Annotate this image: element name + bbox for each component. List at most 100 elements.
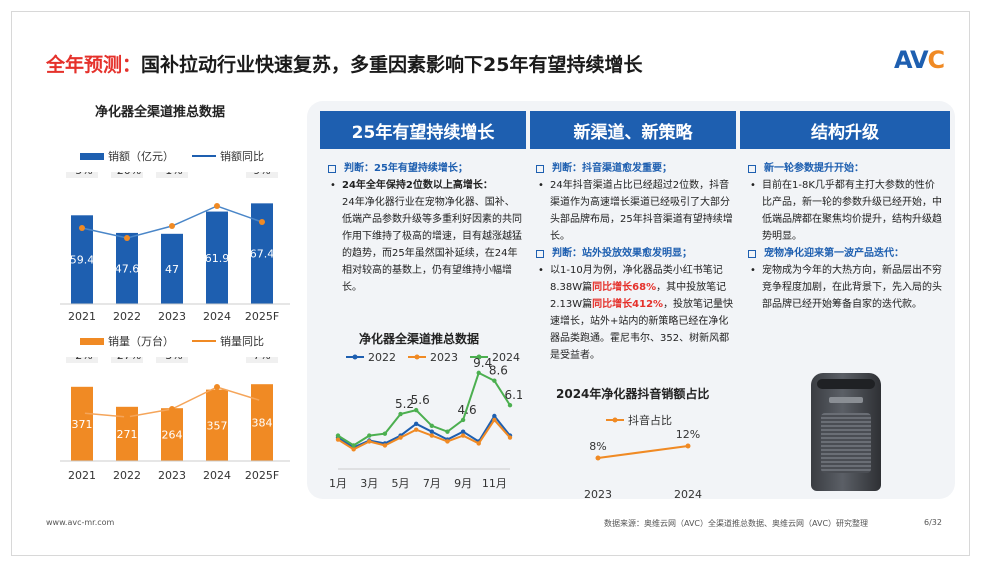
col1-bullet-heading: 24年全年保持2位数以上高增长：	[342, 180, 493, 191]
volume-bar-value: 271	[117, 428, 138, 441]
col1-bullet: 24年全年保持2位数以上高增长： 24年净化器行业在宠物净化器、国补、低端产品参数…	[328, 177, 522, 296]
volume-yoy-point	[214, 384, 220, 390]
volume-yoy-point	[169, 406, 175, 412]
sales-yoy-box	[66, 172, 98, 178]
col2-judgement-2: 判断：站外投放效果愈发明显；	[536, 245, 734, 262]
douyin-share-chart: 抖音占比 8% 2023 12% 2024	[584, 413, 702, 501]
series-point-2024	[351, 443, 356, 448]
line-legend-marker-2023	[414, 354, 420, 360]
sales-yoy-point	[124, 235, 130, 241]
legend-swatch-sales	[80, 152, 104, 160]
series-point-2023	[351, 447, 356, 452]
monthly-line-chart: 2022 2023 2024 5.25.6 4.6 9.48.6 6.1 1月 3月 5月 7月 9月…	[329, 351, 522, 490]
sales-bar-value: 47.6	[115, 262, 140, 275]
douyin-series-line	[597, 445, 689, 459]
volume-yoy-label: -2%	[71, 357, 92, 362]
line-data-label: 5.6	[411, 393, 430, 407]
volume-yoy-label: -3%	[161, 357, 182, 362]
sales-yoy-point	[214, 203, 220, 209]
sales-category-label: 2024	[203, 310, 231, 322]
line-x-tick: 7月	[423, 477, 441, 490]
series-line-2024	[337, 371, 511, 447]
volume-bar	[116, 406, 138, 461]
series-point-2022	[460, 429, 466, 434]
sales-bar	[161, 233, 183, 304]
line-data-label: 6.1	[504, 388, 522, 402]
sales-category-label: 2023	[158, 310, 186, 322]
legend-sales-bar: 销额（亿元）	[108, 150, 174, 163]
col2-judgement-1-text: 判断：抖音渠道愈发重要；	[552, 163, 672, 174]
sales-yoy-box	[246, 172, 278, 178]
series-point-2024	[382, 431, 388, 436]
series-point-2023	[429, 433, 435, 438]
volume-yoy-point	[124, 414, 130, 420]
device-top	[817, 379, 875, 389]
device-grill	[821, 413, 871, 473]
line-legend-marker-2024	[476, 354, 482, 360]
col3-bullet-1: 目前在1-8K几乎都有主打大参数的性价比产品，新一轮的参数升级已经开始，中低端品…	[748, 177, 944, 245]
series-line-2022	[337, 414, 511, 449]
col2-bullet-2: 以1-10月为例，净化器品类小红书笔记8.38W篇同比增长68%，其中投放笔记2…	[536, 262, 734, 364]
footer-url: www.avc-mr.com	[46, 518, 115, 527]
series-point-2023	[335, 437, 341, 442]
column-header-3: 结构升级	[740, 111, 950, 149]
footer-source: 数据来源：奥维云网（AVC）全渠道推总数据、奥维云网（AVC）研究整理	[604, 519, 869, 528]
volume-bar	[251, 384, 273, 461]
line-x-tick: 9月	[454, 477, 472, 490]
sales-bar	[206, 211, 228, 304]
col3-judgement-1-text: 新一轮参数提升开始：	[764, 163, 864, 174]
douyin-chart-title: 2024年净化器抖音销额占比	[556, 387, 710, 401]
volume-yoy-point	[79, 410, 85, 416]
douyin-legend-marker	[612, 417, 618, 423]
col2-bullet-1: 24年抖音渠道占比已经超过2位数，抖音渠道作为高速增长渠道已经吸引了大部分头部品…	[536, 177, 734, 245]
legend-line-sales-yoy	[192, 155, 216, 157]
logo-text-c: C	[927, 46, 946, 74]
volume-category-label: 2025F	[245, 469, 279, 482]
series-point-2023	[413, 427, 419, 432]
col2-b2-part3: ，投放笔记量快速增长，站外+站内的新策略已经在净化器品类跑通。霍尼韦尔、352、…	[550, 299, 734, 361]
sales-yoy-label: -5%	[71, 172, 92, 177]
line-x-tick: 11月	[482, 477, 507, 490]
line-legend-label: 2024	[492, 351, 520, 364]
column-2-text: 判断：抖音渠道愈发重要； 24年抖音渠道占比已经超过2位数，抖音渠道作为高速增长…	[536, 160, 734, 364]
col2-b2-highlight2: 同比增长412%	[592, 299, 664, 310]
series-point-2023	[398, 435, 403, 440]
sales-yoy-label: 9%	[253, 172, 270, 177]
col1-judgement: 判断：25年有望持续增长；	[328, 160, 522, 177]
volume-category-label: 2024	[203, 469, 231, 482]
air-purifier-image	[811, 373, 881, 491]
left-chart-title: 净化器全渠道推总数据	[95, 105, 226, 120]
col1-bullet-body: 24年净化器行业在宠物净化器、国补、低端产品参数升级等多重利好因素的共同作用下维…	[342, 197, 522, 293]
legend-volume-bar: 销量（万台）	[108, 335, 174, 348]
series-point-2024	[460, 417, 466, 423]
col3-judgement-2: 宠物净化迎来第一波产品迭代：	[748, 245, 944, 262]
line-x-tick: 3月	[360, 477, 378, 490]
volume-category-label: 2021	[68, 469, 96, 482]
series-point-2024	[492, 378, 497, 383]
series-point-2024	[398, 411, 403, 417]
sales-category-label: 2025F	[245, 310, 279, 322]
col2-b2-part1: 以1-10月为例，净化器品类小红书笔记8.38W篇	[550, 265, 723, 293]
line-x-tick: 1月	[329, 477, 347, 490]
series-point-2023	[382, 443, 388, 448]
sales-yoy-box	[111, 172, 143, 178]
legend-volume-line: 销量同比	[220, 335, 264, 348]
column-header-2: 新渠道、新策略	[530, 111, 736, 149]
checkbox-icon	[328, 164, 336, 173]
line-data-label: 9.4	[473, 356, 492, 370]
volume-yoy-point	[259, 398, 265, 404]
sales-yoy-label: -20%	[113, 172, 141, 177]
col2-judgement-2-text: 判断：站外投放效果愈发明显；	[552, 248, 692, 259]
series-point-2023	[460, 433, 466, 438]
sales-category-label: 2021	[68, 310, 96, 322]
column-header-1: 25年有望持续增长	[320, 111, 526, 149]
sales-bar-value: 47	[165, 263, 179, 276]
volume-bar	[206, 389, 228, 461]
series-point-2022	[413, 421, 419, 427]
series-point-2023	[476, 441, 481, 446]
series-point-2024	[445, 429, 450, 434]
series-point-2023	[507, 435, 513, 440]
volume-bar-value: 384	[252, 417, 273, 430]
sales-bar-value: 67.4	[250, 248, 275, 261]
volume-yoy-box	[111, 357, 143, 363]
